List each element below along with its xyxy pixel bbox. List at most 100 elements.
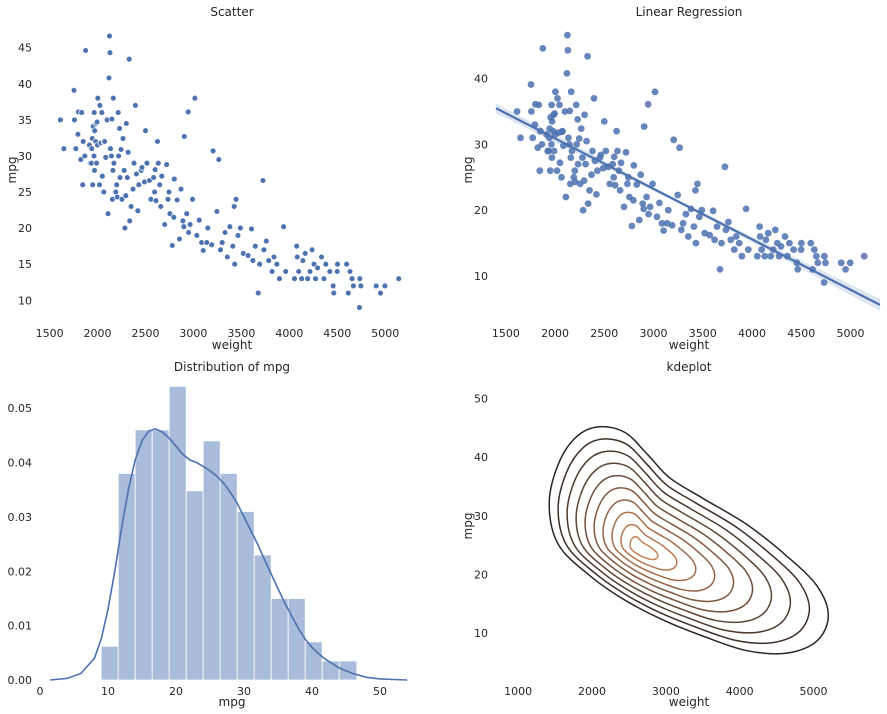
scatter-point xyxy=(299,257,307,264)
regression-point xyxy=(589,147,596,155)
distribution-y-tick-label: 0.03 xyxy=(8,511,33,524)
scatter-point xyxy=(229,242,237,250)
regression-point xyxy=(807,239,815,247)
scatter-point xyxy=(107,145,114,152)
scatter-point xyxy=(123,120,130,127)
scatter-point xyxy=(121,224,129,232)
scatter-point xyxy=(72,145,80,152)
scatter-point xyxy=(116,125,123,132)
regression-point xyxy=(559,127,566,135)
scatter-point xyxy=(71,116,78,124)
scatter-point xyxy=(93,159,100,167)
scatter-point xyxy=(88,145,96,152)
scatter-point xyxy=(100,188,108,196)
scatter-point xyxy=(213,208,221,215)
scatter-point xyxy=(180,223,188,230)
kde-y-tick-label: 20 xyxy=(474,568,488,581)
distribution-y-tick-label: 0.04 xyxy=(8,457,33,470)
regression-point xyxy=(564,31,571,39)
scatter-point xyxy=(151,166,159,173)
scatter-point xyxy=(170,214,178,221)
scatter-point xyxy=(114,109,122,116)
regression-point xyxy=(579,206,587,214)
regression-point xyxy=(798,239,805,247)
regression-point xyxy=(640,205,648,213)
distribution-x-label: mpg xyxy=(219,695,246,709)
regression-point xyxy=(588,171,595,179)
scatter-y-tick-label: 10 xyxy=(18,294,32,307)
distribution-y-tick-label: 0.00 xyxy=(8,674,33,687)
regression-point xyxy=(637,171,645,179)
scatter-point xyxy=(356,275,364,282)
scatter-point xyxy=(119,135,127,142)
scatter-point xyxy=(60,145,68,152)
scatter-point xyxy=(106,32,113,40)
regression-point xyxy=(558,173,565,181)
scatter-point xyxy=(77,156,85,163)
scatter-point xyxy=(276,275,283,282)
regression-point xyxy=(767,252,775,260)
regression-point xyxy=(651,88,659,96)
scatter-y-tick-label: 35 xyxy=(18,114,32,127)
scatter-point xyxy=(124,174,131,181)
scatter-point xyxy=(377,289,384,297)
scatter-point xyxy=(125,55,133,63)
scatter-point xyxy=(312,275,319,282)
scatter-point xyxy=(79,181,86,189)
regression-point xyxy=(590,95,598,102)
scatter-point xyxy=(138,164,146,171)
scatter-point xyxy=(102,154,109,161)
scatter-point xyxy=(171,175,178,183)
histogram-bar xyxy=(321,660,340,681)
scatter-point xyxy=(166,210,174,217)
regression-line xyxy=(495,107,881,306)
regression-point xyxy=(565,134,572,142)
regression-point xyxy=(764,229,772,237)
regression-point xyxy=(711,236,718,244)
regression-point xyxy=(554,95,561,102)
scatter-point xyxy=(90,152,98,160)
regression-point xyxy=(742,205,750,213)
kde-contour xyxy=(593,487,735,603)
scatter-point xyxy=(204,224,212,232)
regression-point xyxy=(670,136,678,144)
regression-point xyxy=(762,236,770,244)
regression-point xyxy=(548,141,555,148)
scatter-point xyxy=(176,235,183,243)
scatter-point xyxy=(115,152,122,160)
scatter-point xyxy=(314,264,321,272)
distribution-title: Distribution of mpg xyxy=(174,360,290,374)
regression-point xyxy=(610,173,618,181)
scatter-point xyxy=(113,181,120,189)
regression-point xyxy=(517,134,524,142)
scatter-point xyxy=(116,174,124,181)
regression-point xyxy=(562,193,570,201)
regression-point xyxy=(536,167,544,175)
scatter-point xyxy=(164,196,172,203)
regression-point xyxy=(721,163,729,171)
regression-point xyxy=(732,233,740,240)
scatter-point xyxy=(372,282,380,290)
scatter-title: Scatter xyxy=(210,5,253,19)
regression-point xyxy=(684,233,692,240)
kde-contour xyxy=(620,523,678,571)
scatter-point xyxy=(101,138,108,145)
scatter-point xyxy=(291,275,298,282)
scatter-point xyxy=(343,260,350,268)
regression-y-tick-label: 10 xyxy=(474,270,488,283)
scatter-point xyxy=(150,174,157,181)
kde-y-ticks: 10 20 30 40 50 xyxy=(474,393,488,641)
scatter-point xyxy=(217,246,224,254)
regression-point xyxy=(716,266,724,273)
scatter-point xyxy=(208,241,215,249)
scatter-point xyxy=(195,216,203,224)
regression-point xyxy=(552,88,559,96)
scatter-point xyxy=(142,127,149,134)
regression-point xyxy=(695,213,703,221)
regression-point xyxy=(573,141,581,148)
regression-point xyxy=(580,177,588,185)
scatter-point xyxy=(108,152,115,160)
regression-point xyxy=(820,279,828,286)
regression-x-tick-label: 4500 xyxy=(787,327,815,340)
regression-point xyxy=(738,252,746,260)
